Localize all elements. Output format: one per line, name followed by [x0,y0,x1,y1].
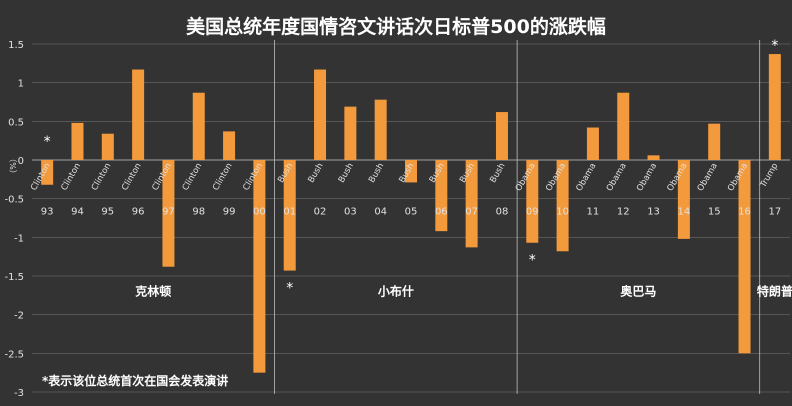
x-tick-label: 12 [617,207,630,218]
bar-12 [617,92,630,160]
bar-11 [586,127,599,160]
x-tick-label: 00 [253,207,266,218]
y-tick-label: -3 [14,388,24,399]
x-tick-label: 94 [71,207,84,218]
x-tick-label: 02 [314,207,327,218]
chart-title: 美国总统年度国情咨文讲话次日标普500的涨跌幅 [186,15,606,38]
first-address-markers: * * * * [44,38,779,297]
x-tick-label: 13 [647,207,660,218]
x-tick-label: 95 [101,207,114,218]
x-tick-label: 05 [405,207,418,218]
x-tick-label: 96 [132,207,145,218]
x-tick-label: 10 [556,207,569,218]
x-tick-label: 07 [465,207,478,218]
president-group-label: 小布什 [378,283,414,298]
bars [41,54,781,373]
y-tick-label: 1.5 [8,40,24,51]
x-tick-label: 03 [344,207,357,218]
president-name-label: Clinton [211,162,235,193]
x-tick-label: 98 [192,207,205,218]
first-address-marker: * [44,134,51,150]
bar-10 [556,160,569,252]
x-tick-label: 99 [223,207,236,218]
x-tick-label: 11 [587,207,600,218]
bar-07 [465,160,478,248]
y-tick-label: -0.5 [4,195,24,206]
president-name-label: Obama [696,162,720,194]
bar-06 [435,160,448,232]
bar-17 [768,54,781,161]
y-tick-label: 1 [18,79,24,90]
x-tick-label: 06 [435,207,448,218]
y-tick-label: 0 [18,156,24,167]
gridlines [32,43,790,393]
y-tick-label: -1 [14,233,24,244]
president-group-label: 奥巴马 [620,283,656,298]
bar-96 [132,69,145,160]
president-name-label: Clinton [59,162,83,193]
bar-93 [41,160,54,185]
first-address-marker: * [771,38,778,54]
president-group-labels: 克林顿 小布什 奥巴马 特朗普 [135,283,792,298]
president-name-label: Obama [635,162,659,194]
x-tick-label: 08 [496,207,509,218]
x-tick-label: 15 [708,207,721,218]
y-axis: 1.5 1 0.5 0 -0.5 -1 -1.5 -2 -2.5 -3 [4,40,24,399]
bar-04 [374,99,387,160]
president-name-label: Obama [605,162,629,194]
president-name-label: Trump [758,162,780,191]
president-separators [274,40,761,394]
bar-98 [192,92,205,160]
bar-14 [677,160,690,239]
bar-03 [344,106,357,160]
first-address-marker: * [286,281,293,297]
first-address-marker: * [529,253,536,269]
x-tick-label: 93 [41,207,54,218]
y-tick-label: -2.5 [4,349,24,360]
y-axis-label: （%） [9,154,18,178]
president-name-label: Bush [488,161,507,184]
president-group-label: 特朗普 [757,283,792,298]
bar-02 [314,69,327,160]
president-name-label: Obama [574,162,598,194]
bar-01 [283,160,296,271]
bar-95 [101,133,114,160]
bar-13 [647,155,660,160]
president-group-label: 克林顿 [135,283,171,298]
x-tick-label: 16 [738,207,751,218]
president-name-label: Bush [337,162,356,185]
footnote: *表示该位总统首次在国会发表演讲 [42,373,228,388]
bar-99 [223,131,236,160]
x-tick-label: 14 [678,207,691,218]
bar-05 [405,160,417,183]
x-tick-label: 09 [526,207,539,218]
president-name-label: Clinton [181,162,205,193]
bar-00 [253,160,266,373]
bar-15 [708,123,721,160]
president-name-label: Clinton [120,162,144,193]
x-tick-label: 01 [283,207,296,218]
president-name-label: Bush [367,162,386,185]
president-name-labels: Clinton Clinton Clinton Clinton Clinton Clint… [29,161,780,193]
y-tick-label: -1.5 [4,272,24,283]
bar-08 [495,112,508,160]
president-name-label: Bush [306,162,325,185]
x-axis-year-labels: 93 94 95 96 97 98 99 00 01 02 03 04 05 06 07 08 09 10 11 12… [41,207,781,218]
president-name-label: Clinton [90,162,114,193]
bar-97 [162,160,175,267]
y-tick-label: -2 [14,311,24,322]
bar-94 [71,122,84,160]
bar-16 [738,160,751,354]
bar-09 [526,160,539,243]
x-tick-label: 97 [162,207,175,218]
x-tick-label: 17 [768,207,781,218]
x-tick-label: 04 [374,207,387,218]
y-tick-label: 0.5 [8,117,24,128]
